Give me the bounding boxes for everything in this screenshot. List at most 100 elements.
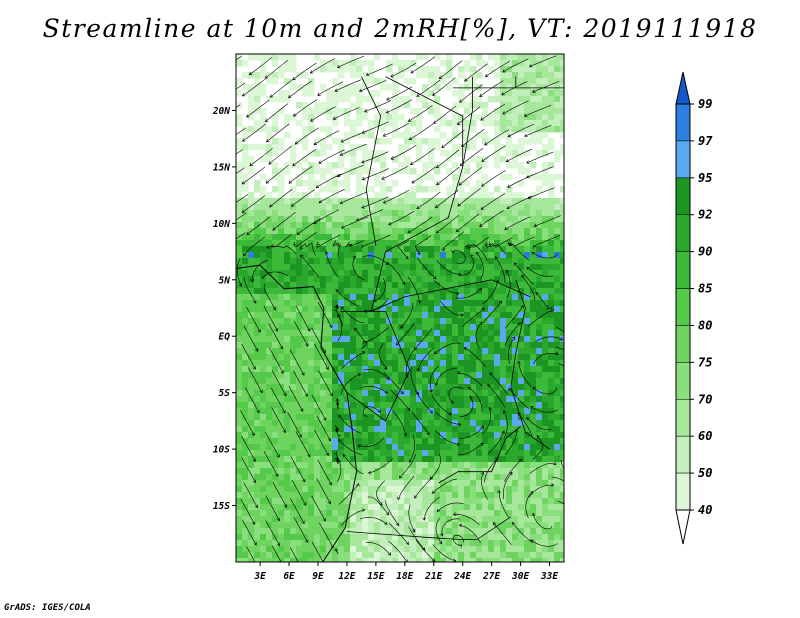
rh-cell: [242, 552, 249, 559]
rh-cell: [512, 444, 519, 451]
rh-cell: [452, 252, 459, 259]
rh-cell: [512, 102, 519, 109]
rh-cell: [374, 510, 381, 517]
rh-cell: [422, 300, 429, 307]
rh-cell: [500, 450, 507, 457]
rh-cell: [458, 198, 465, 205]
rh-cell: [518, 168, 525, 175]
rh-cell: [404, 96, 411, 103]
rh-cell: [422, 360, 429, 367]
rh-cell: [356, 96, 363, 103]
streamline-arrow: [338, 414, 342, 419]
rh-cell: [482, 246, 489, 253]
rh-cell: [464, 462, 471, 469]
rh-cell: [392, 432, 399, 439]
rh-cell: [284, 522, 291, 529]
rh-cell: [398, 450, 405, 457]
rh-cell: [272, 336, 279, 343]
rh-cell: [446, 222, 453, 229]
rh-cell: [464, 282, 471, 289]
rh-cell: [518, 534, 525, 541]
rh-cell: [416, 270, 423, 277]
rh-cell: [266, 444, 273, 451]
streamline: [375, 480, 386, 506]
rh-cell: [494, 468, 501, 475]
rh-cell: [470, 312, 477, 319]
rh-cell: [512, 228, 519, 235]
rh-cell: [440, 522, 447, 529]
rh-cell: [560, 384, 564, 391]
rh-cell: [482, 408, 489, 415]
rh-cell: [422, 198, 429, 205]
rh-cell: [260, 300, 267, 307]
rh-cell: [416, 546, 423, 553]
rh-cell: [494, 132, 501, 139]
rh-cell: [506, 546, 513, 553]
rh-cell: [302, 438, 309, 445]
rh-cell: [314, 498, 321, 505]
rh-cell: [524, 288, 531, 295]
rh-cell: [296, 414, 303, 421]
rh-cell: [374, 204, 381, 211]
rh-cell: [530, 432, 537, 439]
rh-cell: [344, 246, 351, 253]
rh-cell: [248, 444, 255, 451]
rh-cell: [296, 390, 303, 397]
rh-cell: [560, 450, 564, 457]
rh-cell: [398, 348, 405, 355]
rh-cell: [368, 396, 375, 403]
rh-cell: [488, 522, 495, 529]
rh-cell: [536, 426, 543, 433]
rh-cell: [554, 246, 561, 253]
rh-cell: [368, 420, 375, 427]
rh-cell: [254, 270, 261, 277]
rh-cell: [464, 192, 471, 199]
rh-cell: [338, 432, 345, 439]
streamline-arrow: [416, 368, 421, 372]
rh-cell: [500, 378, 507, 385]
rh-cell: [476, 498, 483, 505]
rh-cell: [332, 180, 339, 187]
rh-cell: [416, 180, 423, 187]
rh-cell: [446, 150, 453, 157]
streamline-arrow: [221, 141, 224, 144]
rh-cell: [326, 546, 333, 553]
rh-cell: [356, 324, 363, 331]
rh-cell: [278, 420, 285, 427]
rh-cell: [410, 168, 417, 175]
rh-cell: [392, 546, 399, 553]
rh-cell: [506, 534, 513, 541]
rh-cell: [242, 492, 249, 499]
rh-cell: [386, 84, 393, 91]
rh-cell: [326, 246, 333, 253]
rh-cell: [452, 444, 459, 451]
rh-cell: [416, 552, 423, 559]
streamline-arrow: [550, 308, 555, 312]
rh-cell: [524, 486, 531, 493]
rh-cell: [314, 462, 321, 469]
rh-cell: [434, 408, 441, 415]
rh-cell: [266, 210, 273, 217]
streamline: [435, 411, 461, 425]
streamline-arrow: [274, 328, 279, 332]
rh-cell: [416, 462, 423, 469]
rh-cell: [278, 414, 285, 421]
streamline: [249, 147, 273, 167]
rh-cell: [482, 330, 489, 337]
rh-cell: [308, 294, 315, 301]
rh-cell: [368, 552, 375, 559]
rh-cell: [260, 540, 267, 547]
rh-cell: [548, 114, 555, 121]
rh-cell: [332, 114, 339, 121]
rh-cell: [512, 60, 519, 67]
rh-cell: [548, 456, 555, 463]
rh-cell: [392, 306, 399, 313]
rh-cell: [254, 54, 261, 61]
streamline: [236, 167, 245, 174]
rh-cell: [536, 300, 543, 307]
streamline-arrow: [526, 417, 530, 421]
rh-cell: [368, 78, 375, 85]
rh-cell: [242, 402, 249, 409]
streamline: [502, 58, 529, 73]
rh-cell: [398, 168, 405, 175]
